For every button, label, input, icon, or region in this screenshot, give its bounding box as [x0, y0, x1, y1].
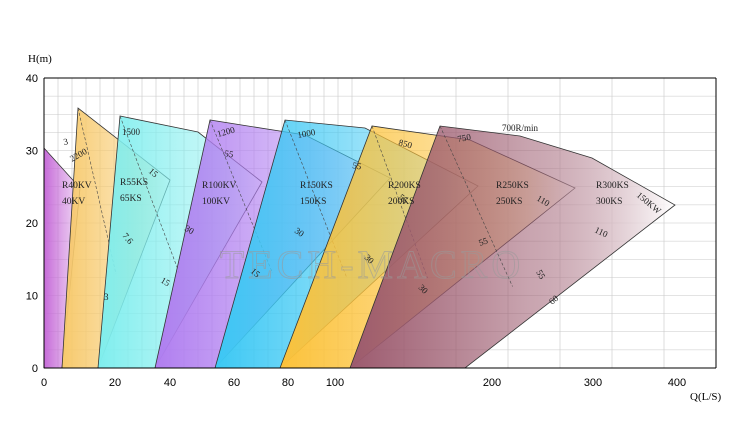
speed-label: 850	[397, 137, 413, 150]
y-axis-label: H(m)	[28, 53, 52, 65]
speed-label: 1500	[122, 127, 141, 137]
speed-label: 55	[477, 235, 489, 248]
model-label: R250KS	[496, 181, 529, 191]
x-tick-label: 300	[584, 377, 602, 389]
model-label: 40KV	[62, 197, 85, 207]
model-label: 65KS	[120, 194, 142, 204]
model-label: 300KS	[596, 197, 622, 207]
x-tick-label: 200	[483, 377, 501, 389]
x-tick-label: 20	[109, 377, 121, 389]
model-label: R200KS	[388, 181, 421, 191]
model-label: 150KS	[300, 197, 326, 207]
x-tick-label: 40	[164, 377, 176, 389]
speed-label: 1000	[297, 127, 317, 140]
x-tick-label: 100	[326, 377, 344, 389]
speed-label: 700R/min	[502, 123, 539, 133]
watermark: TECH-MACRO	[220, 242, 524, 287]
speed-label: 1200	[216, 124, 236, 138]
speed-label: 55	[224, 148, 235, 159]
speed-label: 55	[352, 160, 363, 171]
x-tick-label: 60	[228, 377, 240, 389]
y-tick-label: 30	[26, 146, 38, 158]
y-tick-label: 40	[26, 73, 38, 85]
x-tick-label: 400	[668, 377, 686, 389]
model-label: R300KS	[596, 181, 629, 191]
speed-label: 750	[457, 132, 473, 144]
speed-label: 3	[104, 292, 109, 302]
speed-label: 3	[63, 136, 70, 147]
model-label: 100KV	[202, 197, 230, 207]
model-label: 200KS	[388, 197, 414, 207]
model-label: R150KS	[300, 181, 333, 191]
model-label: R100KV	[202, 181, 236, 191]
speed-curve	[119, 115, 181, 276]
speed-curve	[439, 125, 513, 287]
x-tick-label: 80	[282, 377, 294, 389]
y-tick-label: 10	[26, 291, 38, 303]
model-label: 250KS	[496, 197, 522, 207]
y-tick-label: 20	[26, 218, 38, 230]
axes	[43, 77, 717, 369]
x-axis-label: Q(L/S)	[690, 391, 722, 403]
model-label: R55KS	[120, 178, 148, 188]
pump-regions	[43, 107, 676, 369]
model-label: R40KV	[62, 181, 92, 191]
speed-curve	[371, 125, 428, 279]
x-tick-label: 0	[41, 377, 47, 389]
y-tick-label: 0	[32, 363, 38, 375]
